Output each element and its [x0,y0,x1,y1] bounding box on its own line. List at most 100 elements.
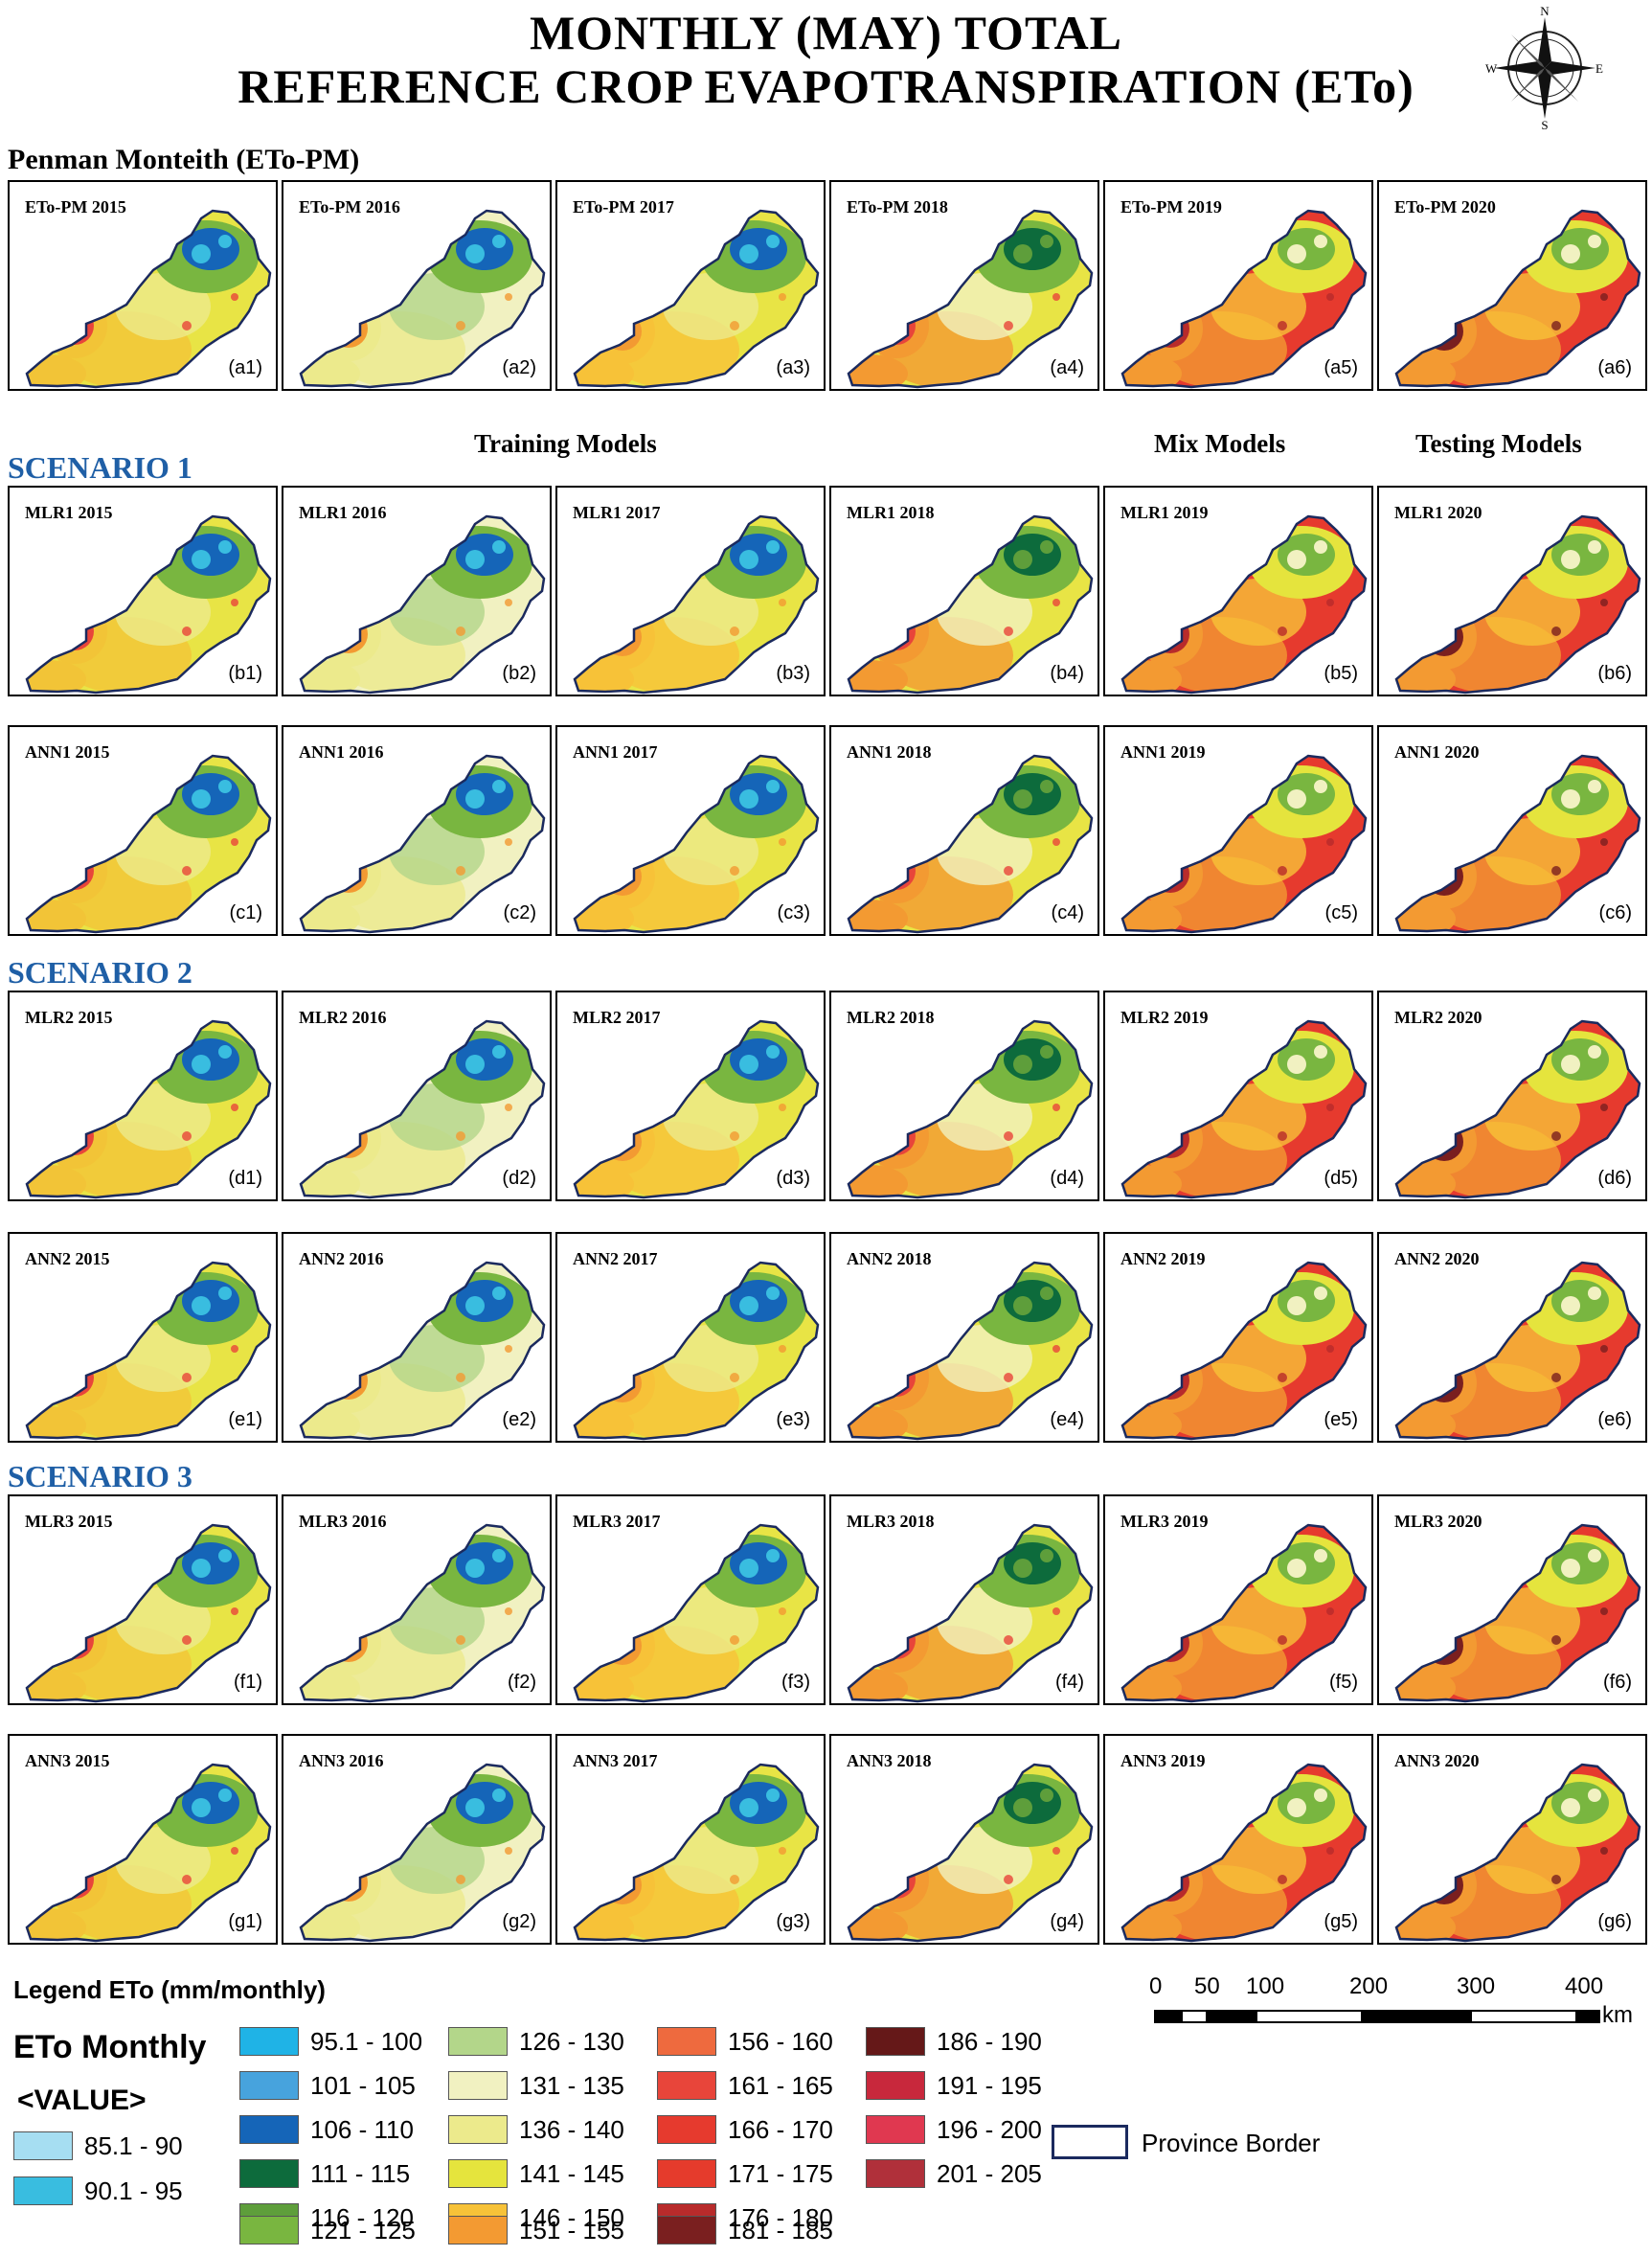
panel-title: MLR3 2020 [1394,1512,1482,1531]
map-panel-a3: ETo-PM 2017 (a3) [555,180,826,391]
eto-map-image [847,514,1094,695]
scale-segment-6 [1470,2010,1577,2023]
legend-swatch [866,2027,925,2056]
panel-label: (d6) [1597,1168,1632,1189]
eto-map-image [573,1261,820,1441]
eto-map-image [299,1523,546,1703]
panel-title: ANN2 2016 [299,1249,384,1268]
panel-title: ETo-PM 2016 [299,197,400,216]
map-panel-a6: ETo-PM 2020 (a6) [1377,180,1647,391]
panel-label: (b6) [1597,663,1632,684]
legend-range-label: 126 - 130 [519,2027,624,2056]
map-panel-e3: ANN2 2017 (e3) [555,1232,826,1443]
scale-tick-0: 0 [1149,1973,1163,1999]
legend-range-label: 186 - 190 [937,2027,1042,2056]
map-panel-c5: ANN1 2019 (c5) [1103,725,1373,936]
eto-map-image [1394,1261,1641,1441]
panel-title: ANN2 2020 [1394,1249,1480,1268]
panel-title: ETo-PM 2019 [1120,197,1222,216]
map-panel-g4: ANN3 2018 (g4) [829,1734,1099,1945]
panel-label: (a1) [228,357,262,378]
eto-map-image [573,209,820,389]
figure-title-line1: MONTHLY (MAY) TOTAL [529,6,1123,59]
eto-map-image [25,754,272,934]
scale-segment-2 [1181,2010,1208,2023]
legend-range-label: 136 - 140 [519,2115,624,2144]
legend-range-label: 146 - 150 [519,2203,624,2232]
map-panel-f1: MLR3 2015 (f1) [8,1494,278,1705]
panel-label: (d5) [1324,1168,1358,1189]
map-panel-d2: MLR2 2016 (d2) [282,991,552,1201]
legend-main-label: ETo Monthly [13,2029,207,2065]
panel-label: (g6) [1597,1911,1632,1932]
map-panel-c3: ANN1 2017 (c3) [555,725,826,936]
eto-map-image [847,1019,1094,1199]
legend-range-label: 85.1 - 90 [84,2131,183,2160]
panel-label: (c6) [1598,902,1632,923]
eto-map-image [847,1763,1094,1943]
panel-title: ANN3 2016 [299,1751,384,1770]
panel-title: MLR3 2019 [1120,1512,1209,1531]
map-panel-b2: MLR1 2016 (b2) [282,486,552,696]
panel-label: (c2) [503,902,536,923]
compass-s-label: S [1541,118,1548,130]
map-panel-a2: ETo-PM 2016 (a2) [282,180,552,391]
map-panel-g6: ANN3 2020 (g6) [1377,1734,1647,1945]
panel-label: (g1) [228,1911,262,1932]
map-panel-d6: MLR2 2020 (d6) [1377,991,1647,1201]
map-panel-g1: ANN3 2015 (g1) [8,1734,278,1945]
panel-title: MLR1 2017 [573,503,661,522]
map-panel-e6: ANN2 2020 (e6) [1377,1232,1647,1443]
map-panel-b3: MLR1 2017 (b3) [555,486,826,696]
eto-map-image [1120,1523,1368,1703]
map-panel-e2: ANN2 2016 (e2) [282,1232,552,1443]
panel-label: (b4) [1050,663,1084,684]
panel-title: ANN2 2019 [1120,1249,1206,1268]
panel-label: (b1) [228,663,262,684]
panel-title: ANN1 2016 [299,742,384,762]
eto-map-image [1394,754,1641,934]
panel-title: ANN3 2018 [847,1751,932,1770]
eto-map-image [25,514,272,695]
eto-map-image [847,209,1094,389]
scale-tick-300: 300 [1457,1973,1496,1999]
legend-swatch [448,2216,508,2245]
panel-title: ANN2 2015 [25,1249,110,1268]
eto-map-image [1394,514,1641,695]
eto-map-image [1394,1019,1641,1199]
eto-map-image [573,754,820,934]
province-border-label: Province Border [1142,2129,1321,2157]
map-panel-d3: MLR2 2017 (d3) [555,991,826,1201]
legend-range-label: 90.1 - 95 [84,2176,183,2205]
panel-title: ANN1 2017 [573,742,658,762]
scale-segment-3 [1208,2010,1256,2023]
legend-swatch [657,2115,716,2144]
panel-title: ETo-PM 2017 [573,197,674,216]
eto-map-image [1120,1019,1368,1199]
map-panel-c2: ANN1 2016 (c2) [282,725,552,936]
eto-map-image [1394,1523,1641,1703]
legend-swatch [657,2159,716,2188]
mix-models-header: Mix Models [1154,429,1286,458]
panel-label: (g3) [776,1911,810,1932]
legend-range-label: 121 - 125 [310,2216,416,2245]
eto-map-image [573,1523,820,1703]
eto-map-image [1394,1763,1641,1943]
map-panel-b4: MLR1 2018 (b4) [829,486,1099,696]
legend-range-label: 171 - 175 [728,2159,833,2188]
panel-label: (e6) [1597,1409,1632,1430]
eto-map-image [1120,209,1368,389]
panel-title: ANN3 2017 [573,1751,658,1770]
panel-label: (f3) [781,1672,810,1693]
panel-label: (e2) [502,1409,536,1430]
scale-segment-7 [1575,2010,1600,2023]
scenario-3-heading: SCENARIO 3 [8,1459,192,1493]
map-panel-f4: MLR3 2018 (f4) [829,1494,1099,1705]
eto-map-image [299,1019,546,1199]
eto-map-image [847,754,1094,934]
legend-range-label: 201 - 205 [937,2159,1042,2188]
province-border-swatch [1052,2125,1128,2159]
eto-map-image [25,1019,272,1199]
legend-range-label: 181 - 185 [728,2216,833,2245]
panel-title: MLR2 2017 [573,1008,661,1027]
